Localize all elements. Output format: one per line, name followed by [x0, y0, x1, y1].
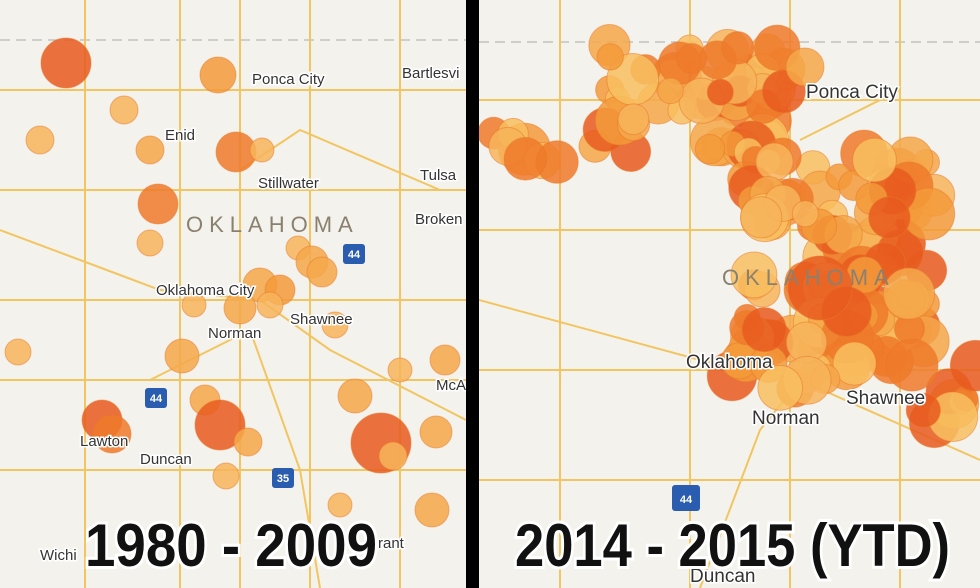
quake-dot	[720, 31, 755, 65]
quake-dot	[233, 427, 263, 457]
shield-label: 44	[150, 393, 163, 405]
quake-dot	[387, 357, 413, 383]
highway-shield: 44	[343, 244, 365, 264]
quake-dot	[212, 462, 240, 490]
place-label: Ponca City	[806, 82, 898, 103]
quake-dot	[199, 56, 237, 94]
quake-dot	[905, 392, 941, 428]
quake-dot	[249, 137, 275, 163]
quake-dot	[137, 183, 179, 225]
right-map: Ponca City Oklahoma Norman Shawnee Dunca…	[479, 0, 980, 588]
quake-dot	[949, 339, 980, 392]
quake-dot	[755, 142, 794, 181]
place-label: Oklahoma City	[156, 282, 255, 299]
quake-dot	[337, 378, 373, 414]
quake-dot	[852, 137, 897, 183]
quake-dot	[25, 125, 55, 155]
shield-label: 44	[680, 494, 693, 506]
quake-dot	[109, 95, 139, 125]
quake-dot	[164, 338, 200, 374]
quake-dot	[596, 43, 624, 71]
place-label: Duncan	[690, 566, 756, 587]
earthquake-dots	[479, 24, 980, 449]
quake-dot	[657, 77, 684, 105]
place-label: Enid	[165, 127, 195, 144]
quake-dot	[885, 338, 939, 392]
place-label: Oklahoma	[686, 352, 773, 373]
quake-dot	[4, 338, 32, 366]
place-label: McA	[436, 377, 466, 394]
quake-dot	[327, 492, 353, 518]
shield-label: 35	[277, 473, 289, 485]
quake-dot	[378, 441, 408, 471]
quake-dot	[741, 307, 787, 353]
quake-dot	[194, 399, 246, 451]
shield-label: 44	[348, 249, 361, 261]
place-label: Lawton	[80, 433, 128, 450]
place-label: Broken	[415, 211, 463, 228]
quake-dot	[223, 291, 257, 325]
highway-shield: 44	[672, 485, 700, 511]
quake-dot	[785, 47, 825, 87]
place-label: Ponca City	[252, 71, 325, 88]
quake-dot	[740, 196, 783, 239]
quake-dot	[181, 292, 207, 318]
quake-dot	[832, 341, 877, 386]
caption: 2014 - 2015 (YTD)	[515, 512, 950, 579]
place-label: Duncan	[140, 451, 192, 468]
divider	[466, 0, 479, 588]
quake-dot	[306, 256, 338, 288]
state-label: OKLAHOMA	[186, 212, 359, 237]
quake-dot	[882, 267, 936, 320]
highway-shield: 44	[145, 388, 167, 408]
caption: 1980 - 2009	[85, 512, 377, 579]
state-label: OKLAHOMA	[722, 265, 895, 290]
quake-dot	[868, 196, 911, 239]
place-label: Wichi	[40, 547, 77, 564]
place-label: Norman	[752, 408, 820, 429]
quake-dot	[503, 137, 548, 181]
place-label: Shawnee	[290, 311, 353, 328]
place-label: Bartlesvi	[402, 65, 460, 82]
quake-dot	[256, 291, 284, 319]
place-label: Norman	[208, 325, 261, 342]
left-map: Ponca City Bartlesvi Enid Stillwater Tul…	[0, 0, 466, 588]
quake-dot	[730, 251, 778, 299]
quake-dot	[757, 365, 804, 411]
earthquake-dots	[4, 37, 461, 528]
quake-dot	[414, 492, 450, 528]
quake-dot	[136, 229, 164, 257]
place-label: rant	[378, 535, 405, 552]
quake-dot	[92, 414, 132, 454]
place-label: Stillwater	[258, 175, 319, 192]
highway-shield: 35	[272, 468, 294, 488]
quake-dot	[40, 37, 92, 89]
quake-dot	[706, 78, 734, 106]
quake-dot	[419, 415, 453, 449]
quake-dot	[429, 344, 461, 376]
quake-dot	[787, 255, 853, 321]
quake-dot	[135, 135, 165, 165]
place-label: Tulsa	[420, 167, 457, 184]
quake-dot	[694, 133, 726, 165]
quake-dot	[791, 200, 819, 228]
quake-dot	[676, 42, 708, 74]
quake-dot	[321, 311, 349, 339]
quake-dot	[617, 103, 650, 136]
place-label: Shawnee	[846, 388, 925, 409]
